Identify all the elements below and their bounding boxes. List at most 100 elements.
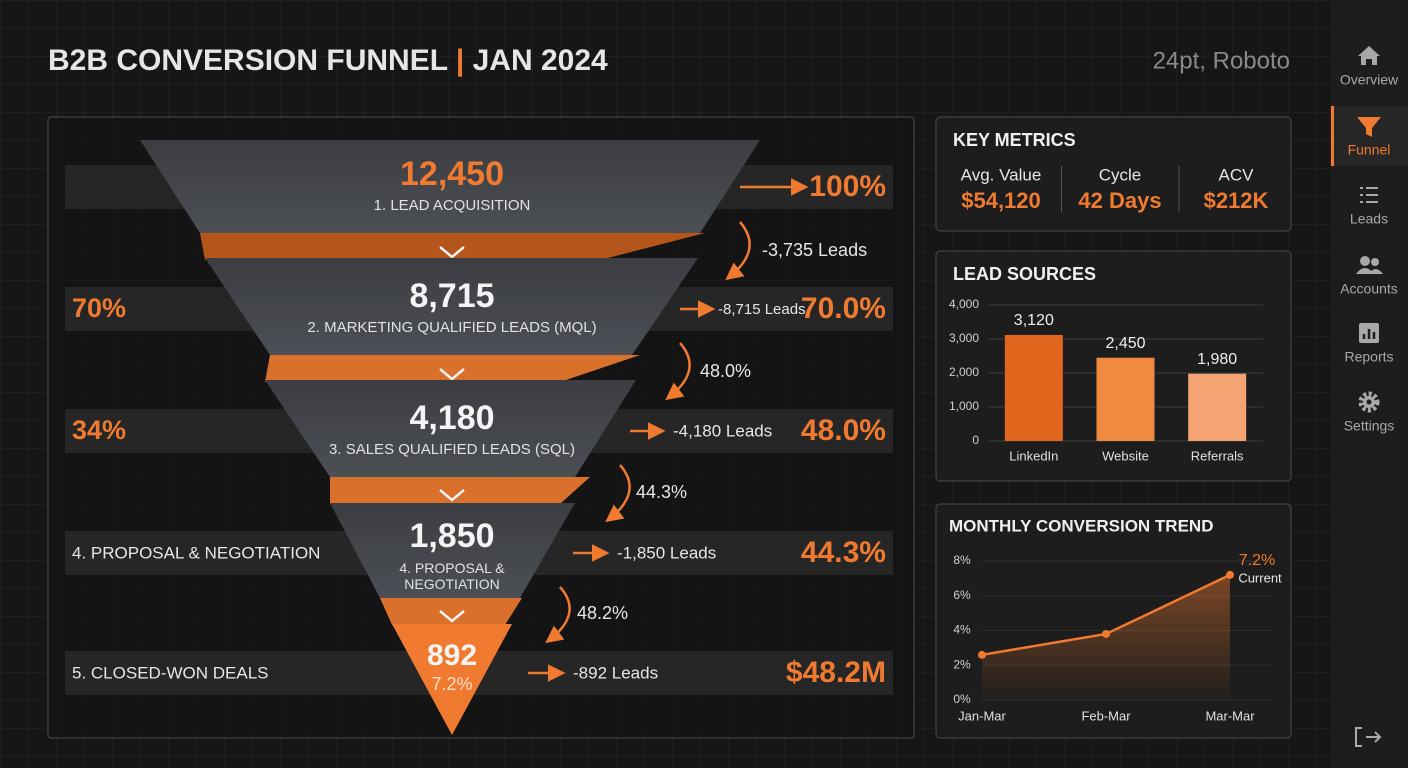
chevron — [439, 368, 465, 381]
title-date: JAN 2024 — [473, 44, 608, 77]
nav-icon — [1358, 46, 1380, 65]
metric-label: Cycle — [1099, 165, 1142, 184]
stage-rate: 7.2% — [431, 674, 472, 694]
x-tick-label: LinkedIn — [1009, 448, 1058, 463]
funnel-stage — [330, 503, 575, 598]
row-leads: -8,715 Leads — [718, 301, 806, 318]
metric-label: ACV — [1219, 165, 1255, 184]
nav-icon — [1362, 329, 1376, 339]
metric-value: $212K — [1204, 188, 1269, 213]
row-left-label: 5. CLOSED-WON DEALS — [72, 663, 269, 682]
funnel-stage — [140, 140, 760, 233]
bar — [1096, 357, 1155, 441]
panel-title: MONTHLY CONVERSION TREND — [949, 516, 1213, 535]
transition-label: 48.0% — [700, 361, 751, 381]
bar-value-label: 1,980 — [1197, 351, 1237, 368]
row-right-value: 44.3% — [801, 536, 886, 569]
nav-label[interactable]: Reports — [1344, 349, 1393, 365]
stage-count: 12,450 — [400, 155, 504, 193]
trend-point — [1226, 570, 1234, 579]
row-leads: -892 Leads — [573, 663, 658, 682]
y-tick-label: 0 — [972, 433, 979, 447]
funnel-band — [265, 355, 640, 382]
nav-icon — [1360, 187, 1378, 203]
x-tick-label: Feb-Mar — [1081, 708, 1131, 723]
stage-count: 1,850 — [409, 517, 494, 555]
nav-label[interactable]: Leads — [1350, 211, 1388, 227]
row-left-label: 70% — [72, 293, 126, 323]
row-left-label: 4. PROPOSAL & NEGOTIATION — [72, 543, 320, 562]
transition-arrow — [605, 464, 631, 523]
bar-value-label: 2,450 — [1105, 335, 1145, 352]
bar — [1188, 373, 1247, 441]
panel-title: LEAD SOURCES — [953, 264, 1096, 284]
row-right-value: 70.0% — [801, 292, 886, 325]
funnel-stage — [392, 624, 512, 735]
trend-panel — [935, 503, 1292, 739]
row-right-value: 100% — [809, 170, 886, 203]
title-main: B2B CONVERSION FUNNEL — [48, 44, 448, 77]
nav-item[interactable]: Settings — [1344, 391, 1395, 434]
chevron — [439, 489, 465, 502]
stage-name: 4. PROPOSAL & NEGOTIATION — [399, 560, 505, 592]
x-tick-label: Website — [1102, 448, 1149, 463]
row-leads: -1,850 Leads — [617, 543, 716, 562]
row-right-value: $48.2M — [786, 656, 886, 689]
font-note: 24pt, Roboto — [1153, 47, 1290, 74]
nav-item[interactable]: Reports — [1344, 323, 1394, 365]
transition-label: -3,735 Leads — [762, 240, 867, 260]
nav-item[interactable]: Funnel — [1331, 106, 1408, 166]
stage-name: 2. MARKETING QUALIFIED LEADS (MQL) — [307, 319, 596, 336]
y-tick-label: 6% — [953, 588, 971, 602]
row-left-label: 34% — [72, 415, 126, 445]
nav-item[interactable]: Leads — [1350, 187, 1388, 227]
nav-icon — [1358, 391, 1380, 413]
nav-active-bar — [1331, 106, 1334, 166]
nav-label[interactable]: Accounts — [1340, 281, 1398, 297]
transition-arrow — [665, 342, 691, 401]
metric-label: Avg. Value — [961, 165, 1042, 184]
y-tick-label: 0% — [953, 692, 971, 706]
funnel-stage — [265, 380, 636, 477]
title: B2B CONVERSION FUNNEL | JAN 2024 — [48, 44, 608, 77]
point-value-label: 7.2% — [1239, 552, 1275, 569]
nav-item[interactable]: Overview — [1340, 46, 1399, 88]
y-tick-label: 1,000 — [949, 399, 979, 413]
bar-value-label: 3,120 — [1014, 312, 1054, 329]
y-tick-label: 3,000 — [949, 331, 979, 345]
metric-value: 42 Days — [1078, 188, 1161, 213]
funnel-band — [200, 233, 705, 260]
trend-point — [1102, 629, 1110, 638]
nav-label[interactable]: Overview — [1340, 72, 1399, 88]
stage-count: 892 — [427, 639, 477, 672]
nav-label[interactable]: Settings — [1344, 418, 1395, 434]
nav-icon — [1371, 258, 1379, 266]
x-tick-label: Jan-Mar — [958, 708, 1006, 723]
funnel-stage — [205, 258, 698, 355]
metric-value: $54,120 — [961, 188, 1041, 213]
nav-label[interactable]: Funnel — [1348, 142, 1391, 158]
stage-count: 4,180 — [409, 399, 494, 437]
transition-arrow — [545, 586, 571, 644]
point-annotation: Current — [1238, 570, 1282, 585]
y-tick-label: 4% — [953, 623, 971, 637]
nav-active-bg — [1331, 106, 1408, 166]
trend-point — [978, 650, 986, 659]
y-tick-label: 2% — [953, 657, 971, 671]
chevron — [439, 610, 465, 623]
nav-icon — [1360, 256, 1370, 266]
y-tick-label: 2,000 — [949, 365, 979, 379]
nav-item[interactable]: Accounts — [1340, 256, 1398, 297]
chevron — [439, 246, 465, 259]
row-leads: -4,180 Leads — [673, 421, 772, 440]
stage-name: 1. LEAD ACQUISITION — [374, 197, 531, 214]
y-tick-label: 8% — [953, 553, 971, 567]
row-right-value: 48.0% — [801, 414, 886, 447]
transition-arrow — [725, 221, 751, 281]
x-tick-label: Referrals — [1191, 448, 1244, 463]
transition-label: 48.2% — [577, 603, 628, 623]
stage-count: 8,715 — [409, 277, 494, 315]
logout-icon[interactable] — [1355, 727, 1382, 747]
